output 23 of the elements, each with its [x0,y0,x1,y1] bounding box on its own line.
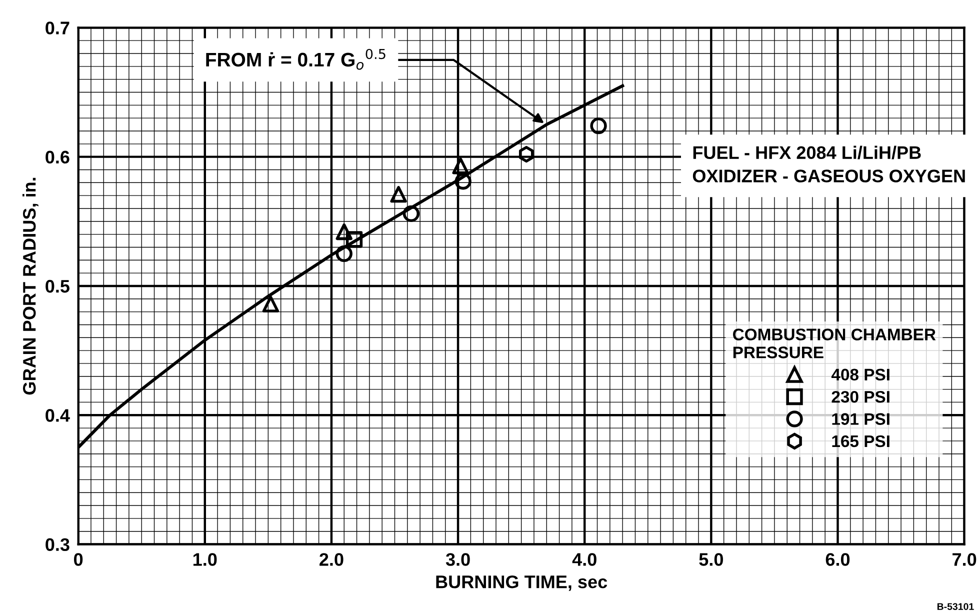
y-tick-label: 0.7 [46,22,70,34]
x-tick-label: 5.0 [699,553,723,566]
x-axis-title: BURNING TIME, sec [436,575,608,591]
x-tick-label: 6.0 [826,553,850,566]
legend-label: 191 PSI [832,413,890,425]
annotation: FROM ṙ = 0.17 G$_{o}$$^{0.5}$ [206,48,386,70]
y-tick-label: 0.3 [46,538,70,552]
x-tick-label: 0 [74,553,83,566]
annotation: FUEL - HFX 2084 Li/LiH/PB OXIDIZER - GASEOUS OXYGEN [692,146,965,182]
legend-title: COMBUSTION CHAMBER PRESSURE [733,328,936,358]
y-tick-label: 0.4 [46,409,70,422]
y-tick-label: 0.6 [46,150,70,164]
y-axis-title: GRAIN PORT RADIUS, in. [22,178,38,395]
x-tick-label: 7.0 [952,553,976,566]
legend-label: 230 PSI [832,390,890,403]
legend-label: 165 PSI [832,435,890,448]
x-tick-label: 4.0 [572,553,596,566]
legend-label: 408 PSI [831,368,890,381]
y-tick-label: 0.5 [46,280,70,293]
x-tick-label: 2.0 [320,553,344,566]
text: B-53101 [937,603,974,610]
x-tick-label: 1.0 [193,553,217,566]
x-tick-label: 3.0 [446,553,470,566]
